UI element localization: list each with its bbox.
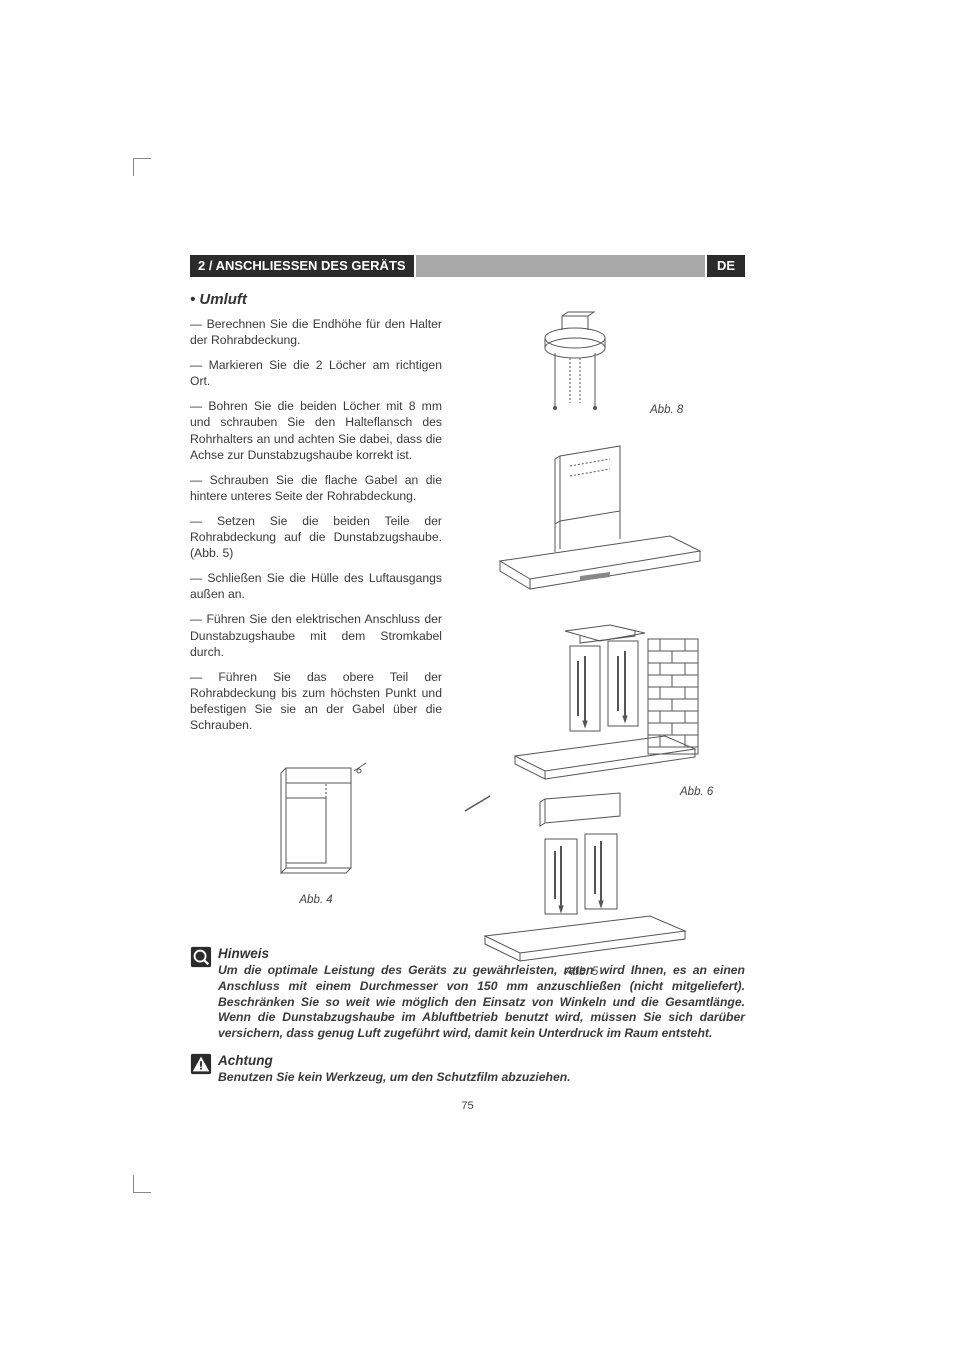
paragraph: — Berechnen Sie die Endhöhe für den Halt… [190, 316, 442, 348]
paragraph: — Bohren Sie die beiden Löcher mit 8 mm … [190, 398, 442, 462]
figure-5-label: Abb. 5 [565, 966, 598, 978]
header-spacer [416, 255, 705, 277]
figure-8 [500, 308, 650, 418]
achtung-body: Benutzen Sie kein Werkzeug, um den Schut… [218, 1070, 745, 1086]
warning-icon [190, 1053, 212, 1075]
figure-8-label: Abb. 8 [650, 404, 683, 416]
language-badge: DE [707, 255, 745, 277]
paragraph: — Schließen Sie die Hülle des Luftausgan… [190, 570, 442, 602]
paragraph: — Führen Sie das obere Teil der Rohrabde… [190, 669, 442, 733]
crop-mark-top-left [133, 158, 151, 176]
page: 2 / ANSCHLIESSEN DES GERÄTS DE • Umluft … [0, 0, 954, 1350]
section-title: • Umluft [190, 291, 745, 308]
hinweis-body: Um die optimale Leistung des Geräts zu g… [218, 963, 745, 1041]
figure-hood-iso [470, 441, 710, 601]
two-column-layout: — Berechnen Sie die Endhöhe für den Halt… [190, 316, 745, 908]
text-column: — Berechnen Sie die Endhöhe für den Halt… [190, 316, 442, 908]
achtung-block: Achtung Benutzen Sie kein Werkzeug, um d… [190, 1053, 745, 1086]
figure-6 [490, 621, 710, 791]
figure-4-svg [256, 753, 376, 883]
header-bar: 2 / ANSCHLIESSEN DES GERÄTS DE [190, 255, 745, 277]
figure-4-wrap: Abb. 4 [190, 753, 442, 908]
magnifier-icon [190, 946, 212, 968]
paragraph: — Schrauben Sie die flache Gabel an die … [190, 472, 442, 504]
achtung-title: Achtung [218, 1053, 273, 1068]
paragraph: — Markieren Sie die 2 Löcher am richtige… [190, 357, 442, 389]
figure-4-label: Abb. 4 [190, 893, 442, 908]
figure-5 [450, 791, 700, 971]
hinweis-title: Hinweis [218, 946, 269, 961]
paragraph: — Führen Sie den elektrischen Anschluss … [190, 611, 442, 659]
page-number: 75 [190, 1100, 745, 1112]
crop-mark-bottom-left [133, 1175, 151, 1193]
section-header: 2 / ANSCHLIESSEN DES GERÄTS [190, 255, 414, 277]
figure-column: Abb. 8 [460, 316, 745, 908]
paragraph: — Setzen Sie die beiden Teile der Rohrab… [190, 513, 442, 561]
content-area: 2 / ANSCHLIESSEN DES GERÄTS DE • Umluft … [190, 255, 745, 1112]
